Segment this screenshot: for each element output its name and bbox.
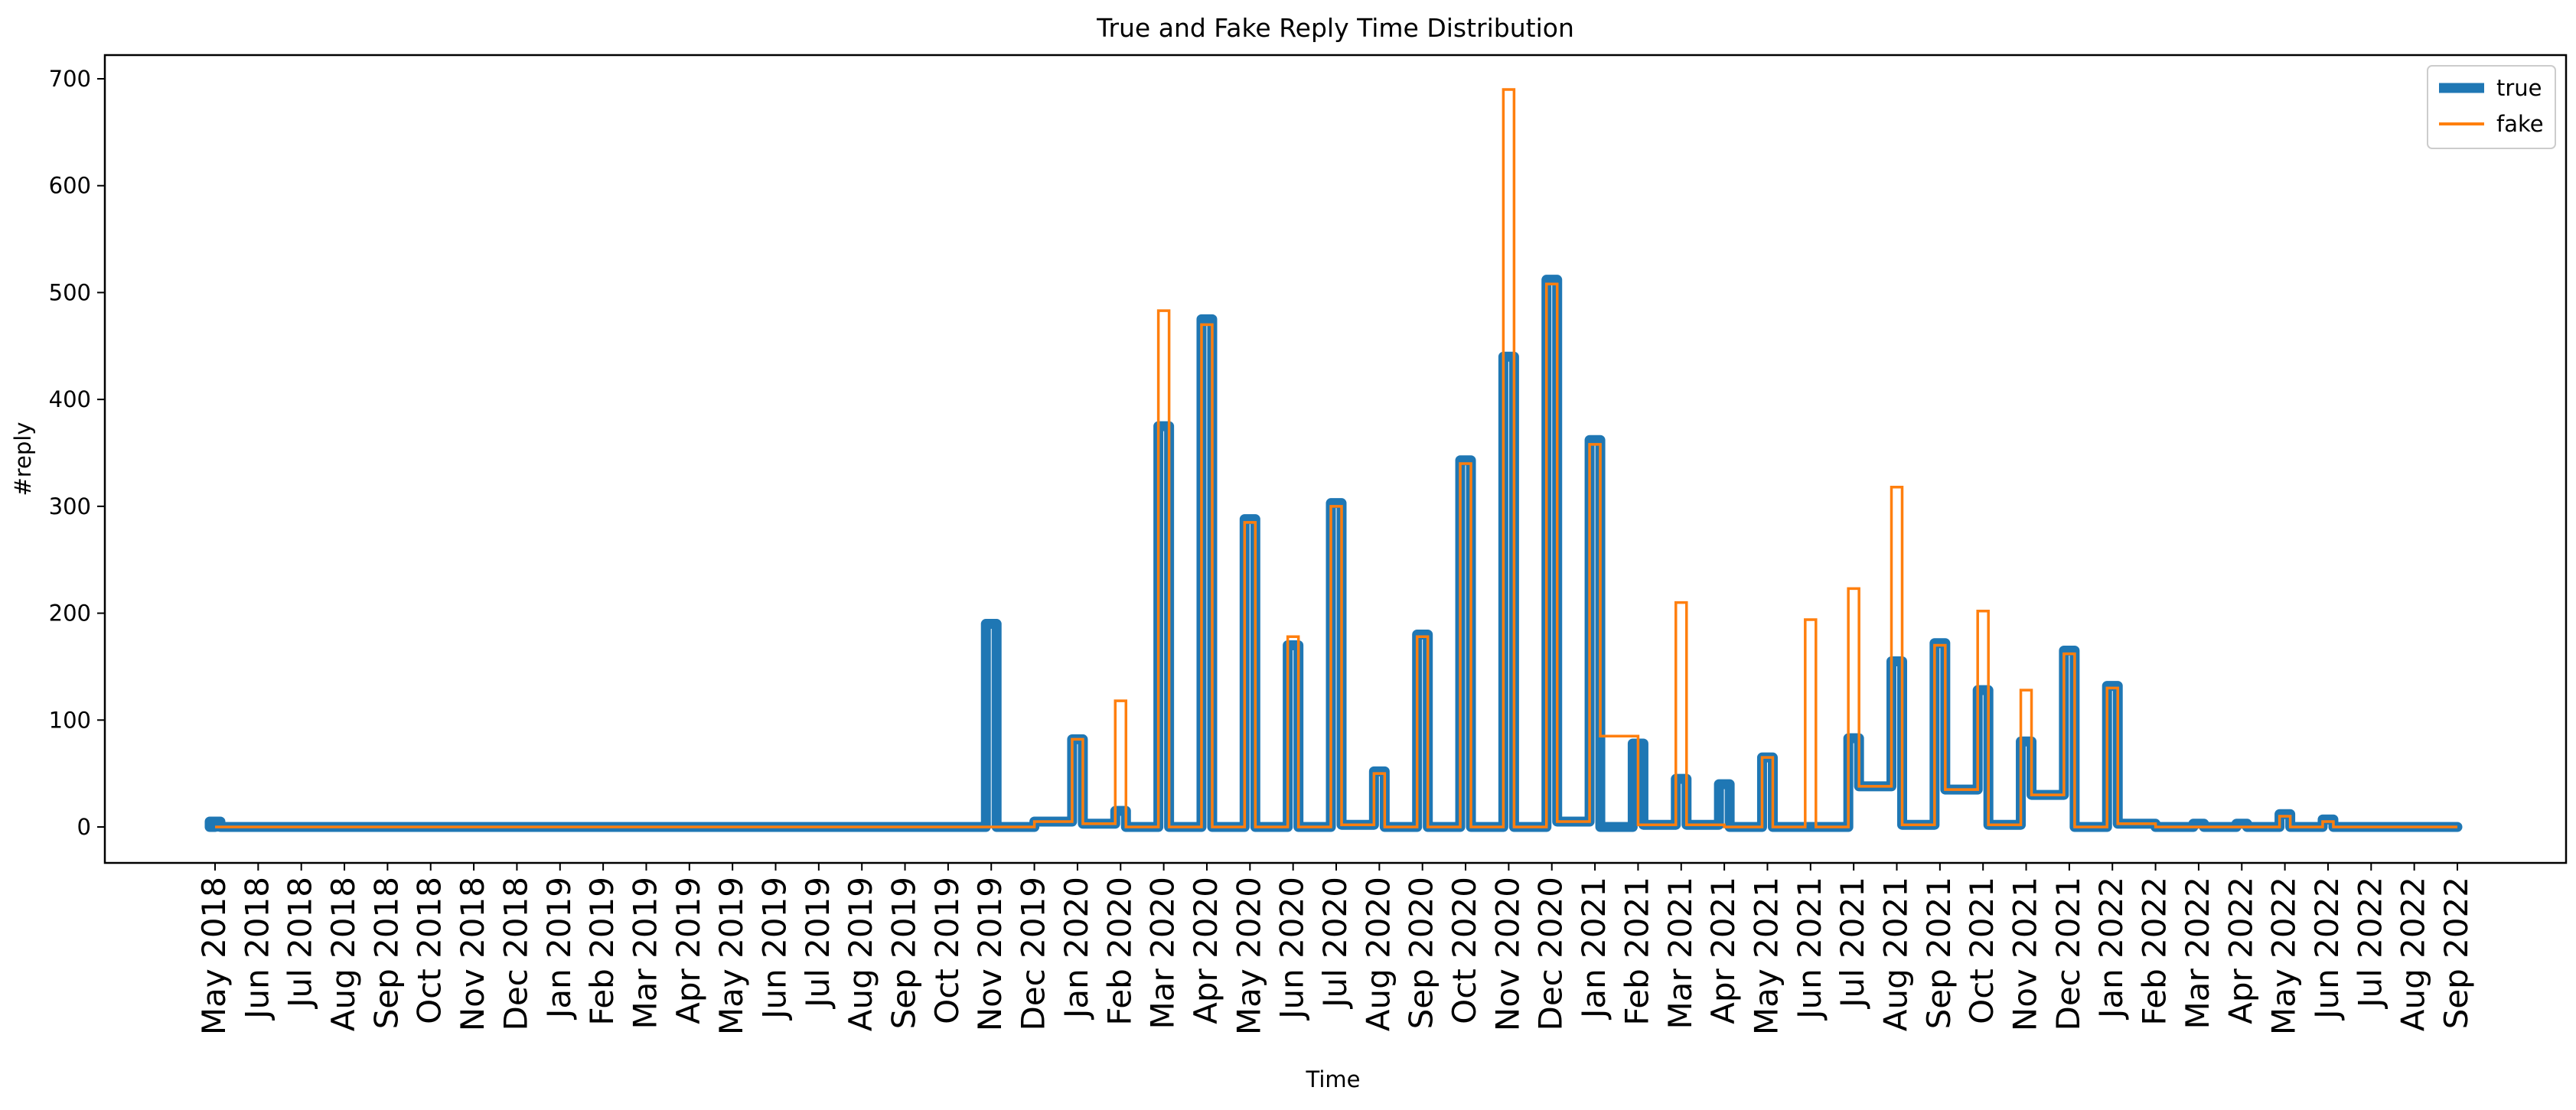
x-tick-label: Nov 2020 xyxy=(1489,877,1526,1031)
x-tick-label: Feb 2019 xyxy=(583,877,621,1026)
x-tick-label: Apr 2020 xyxy=(1187,877,1224,1024)
x-tick-label: Sep 2019 xyxy=(885,877,923,1029)
chart-title: True and Fake Reply Time Distribution xyxy=(1096,13,1574,43)
y-tick-label: 300 xyxy=(49,493,91,519)
x-tick-label: Mar 2022 xyxy=(2179,877,2216,1029)
x-tick-label: Mar 2020 xyxy=(1144,877,1182,1029)
x-tick-label: Jun 2022 xyxy=(2308,877,2346,1021)
x-tick-label: Dec 2021 xyxy=(2049,877,2087,1031)
x-tick-label: Oct 2018 xyxy=(411,877,448,1024)
x-tick-label: Jul 2022 xyxy=(2351,877,2389,1010)
x-tick-label: Aug 2021 xyxy=(1877,877,1915,1031)
y-tick-label: 500 xyxy=(49,279,91,305)
x-tick-label: Sep 2020 xyxy=(1403,877,1440,1029)
x-tick-label: Jan 2022 xyxy=(2092,877,2130,1020)
x-tick-label: Sep 2018 xyxy=(367,877,405,1029)
x-tick-label: Nov 2019 xyxy=(971,877,1009,1031)
x-tick-label: Feb 2022 xyxy=(2136,877,2173,1026)
x-tick-label: Jul 2020 xyxy=(1316,877,1354,1010)
x-tick-label: Jun 2021 xyxy=(1791,877,1828,1021)
x-tick-label: Jun 2018 xyxy=(238,877,276,1021)
x-tick-label: Sep 2022 xyxy=(2437,877,2475,1029)
x-tick-label: Apr 2022 xyxy=(2222,877,2259,1024)
y-axis-label: #reply xyxy=(10,422,36,496)
x-tick-label: Feb 2020 xyxy=(1101,877,1138,1026)
x-tick-label: Jun 2020 xyxy=(1273,877,1311,1021)
x-tick-label: Nov 2021 xyxy=(2007,877,2044,1031)
legend: true fake xyxy=(2428,66,2555,148)
x-tick-label: Mar 2019 xyxy=(626,877,664,1029)
x-tick-label: Oct 2020 xyxy=(1446,877,1483,1024)
x-tick-label: Aug 2020 xyxy=(1359,877,1397,1031)
x-tick-label: Dec 2020 xyxy=(1532,877,1570,1031)
x-tick-label: Oct 2019 xyxy=(928,877,966,1024)
y-tick-label: 400 xyxy=(49,386,91,412)
x-tick-label: Jan 2019 xyxy=(540,877,578,1020)
legend-true-label: true xyxy=(2496,75,2542,101)
x-tick-label: May 2018 xyxy=(195,877,233,1035)
x-tick-label: Feb 2021 xyxy=(1618,877,1655,1026)
x-axis-label: Time xyxy=(1306,1066,1361,1092)
x-tick-label: Mar 2021 xyxy=(1661,877,1699,1029)
x-tick-label: Aug 2022 xyxy=(2395,877,2432,1031)
y-tick-label: 200 xyxy=(49,601,91,627)
y-tick-label: 700 xyxy=(49,66,91,92)
y-tick-label: 0 xyxy=(77,814,91,840)
x-tick-label: Nov 2018 xyxy=(454,877,491,1031)
legend-fake-label: fake xyxy=(2496,111,2544,137)
x-tick-label: Jul 2019 xyxy=(799,877,836,1010)
x-tick-label: Jan 2021 xyxy=(1575,877,1612,1020)
x-tick-label: Sep 2021 xyxy=(1920,877,1958,1029)
x-tick-label: Apr 2019 xyxy=(670,877,707,1024)
x-tick-label: Aug 2018 xyxy=(324,877,362,1031)
x-tick-label: May 2022 xyxy=(2265,877,2303,1035)
x-tick-label: May 2021 xyxy=(1747,877,1785,1035)
y-tick-label: 100 xyxy=(49,707,91,733)
x-tick-label: Oct 2021 xyxy=(1963,877,2000,1024)
x-tick-label: Jul 2021 xyxy=(1834,877,1871,1010)
x-tick-label: Jun 2019 xyxy=(756,877,794,1021)
y-tick-label: 600 xyxy=(49,173,91,199)
x-tick-label: Apr 2021 xyxy=(1704,877,1742,1024)
x-tick-label: May 2020 xyxy=(1230,877,1267,1035)
x-tick-label: Jan 2020 xyxy=(1058,877,1095,1020)
x-tick-label: Jul 2018 xyxy=(282,877,319,1010)
x-tick-label: May 2019 xyxy=(712,877,750,1035)
x-tick-label: Aug 2019 xyxy=(842,877,879,1031)
x-tick-label: Dec 2018 xyxy=(497,877,534,1031)
x-tick-label: Dec 2019 xyxy=(1015,877,1052,1031)
